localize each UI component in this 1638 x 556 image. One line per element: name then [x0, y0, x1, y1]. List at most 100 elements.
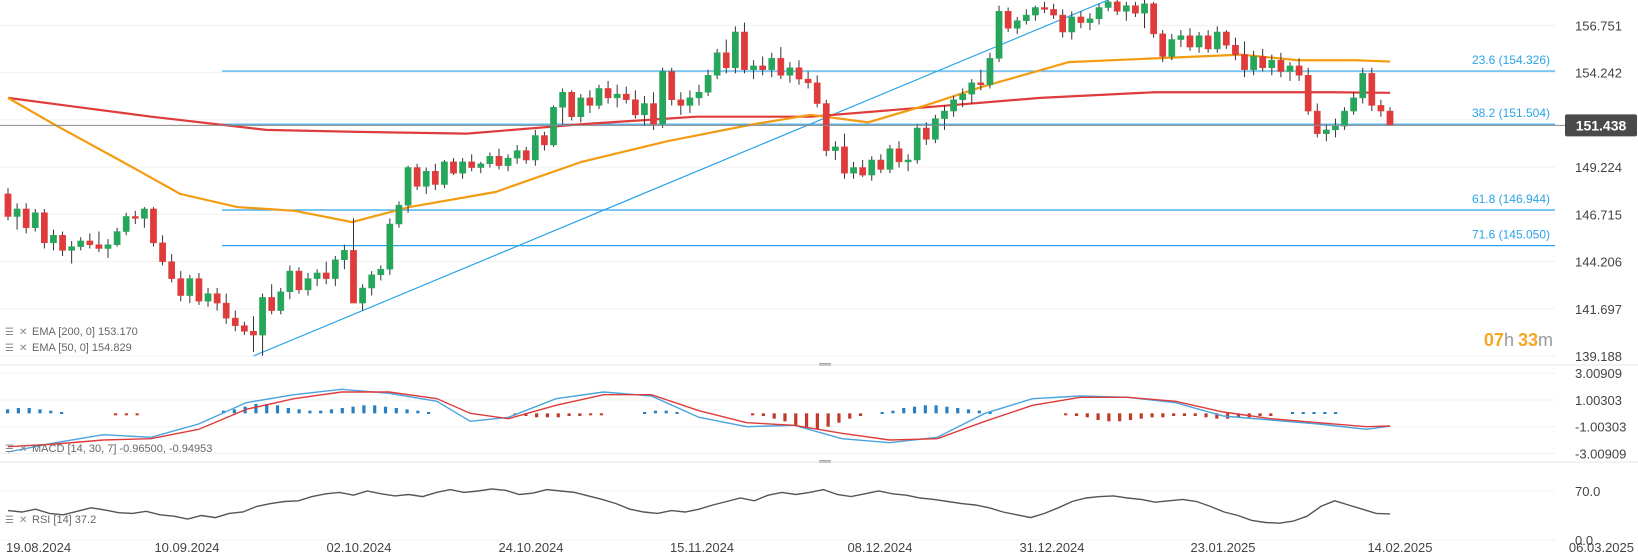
candle	[450, 158, 457, 176]
y-tick-label: 146.715	[1575, 207, 1622, 222]
macd-panel[interactable]: 3.00909 1.00303 -1.00303 -3.00909 ☰ ✕ MACD …	[0, 366, 1626, 461]
macd-histogram-bar	[16, 408, 20, 414]
legend-rsi[interactable]: ☰ ✕ RSI [14] 37.2	[5, 514, 96, 526]
candle	[1113, 0, 1121, 16]
macd-histogram-bar	[772, 413, 776, 419]
candle	[877, 154, 885, 174]
candle	[1050, 3, 1057, 19]
candle	[1386, 107, 1394, 126]
candle	[768, 52, 776, 78]
candle	[286, 265, 294, 300]
macd-histogram-bar	[988, 412, 992, 414]
macd-line	[7, 388, 1391, 453]
candle	[1159, 30, 1167, 63]
macd-histogram-bar	[535, 413, 539, 418]
candle	[86, 233, 94, 249]
candle	[459, 158, 466, 179]
macd-histogram-bar	[1215, 413, 1219, 419]
macd-histogram-bar	[664, 410, 668, 414]
candle	[168, 254, 176, 283]
menu-icon[interactable]: ☰	[5, 327, 14, 338]
macd-histogram-bar	[135, 413, 139, 416]
candle	[1241, 41, 1248, 78]
candle	[277, 288, 285, 315]
legend-macd[interactable]: ☰ ✕ MACD [14, 30, 7] -0.96500, -0.94953	[5, 443, 212, 455]
candle	[386, 218, 394, 275]
candle	[104, 239, 112, 258]
candle	[1277, 52, 1285, 78]
candle	[368, 271, 376, 296]
candle	[650, 92, 657, 130]
candle	[1232, 37, 1239, 61]
candle	[1177, 30, 1185, 48]
legend-rsi-label: RSI [14] 37.2	[32, 514, 96, 526]
rsi-panel[interactable]: 70.0 0.0 ☰ ✕ RSI [14] 37.2	[0, 484, 1600, 548]
close-icon[interactable]: ✕	[19, 343, 27, 354]
fib-level-label: 61.8 (146.944)	[1472, 192, 1550, 206]
legend-ema50[interactable]: ☰ ✕ EMA [50, 0] 154.829	[5, 342, 132, 354]
menu-icon[interactable]: ☰	[5, 515, 14, 526]
macd-histogram-bar	[124, 413, 128, 416]
candle	[22, 203, 30, 234]
price-axis[interactable]: 156.751154.242151.733149.224146.715144.2…	[1575, 18, 1622, 364]
candle	[1341, 107, 1348, 130]
candle	[359, 284, 366, 311]
close-icon[interactable]: ✕	[19, 515, 27, 526]
macd-histogram-bar	[858, 413, 863, 416]
candle	[577, 94, 585, 123]
fibonacci-levels: 23.6 (154.326) 38.2 (151.504) 61.8 (146.94…	[222, 53, 1555, 247]
y-tick-label: 154.242	[1575, 66, 1622, 81]
candle	[1259, 48, 1267, 72]
candle	[195, 272, 203, 305]
close-icon[interactable]: ✕	[19, 327, 27, 338]
candle	[1268, 54, 1276, 76]
candle	[186, 274, 194, 304]
candle	[1286, 62, 1294, 81]
candle	[1013, 16, 1021, 34]
menu-icon[interactable]: ☰	[5, 444, 14, 455]
price-panel[interactable]: 23.6 (154.326) 38.2 (151.504) 61.8 (146.94…	[0, 0, 1637, 364]
candle	[250, 316, 257, 353]
candle	[422, 167, 430, 194]
macd-tick-label: 1.00303	[1575, 393, 1622, 408]
candle	[922, 122, 930, 145]
candle	[632, 90, 639, 119]
macd-histogram-bar	[524, 413, 528, 416]
macd-histogram-bar	[1096, 413, 1100, 420]
macd-histogram-bar	[923, 405, 927, 414]
macd-histogram-bar	[1290, 412, 1295, 414]
macd-histogram-bar	[1064, 413, 1068, 416]
macd-histogram-bar	[643, 412, 647, 414]
close-icon[interactable]: ✕	[19, 444, 27, 455]
macd-histogram-bar	[265, 404, 269, 414]
candle	[113, 227, 121, 247]
candle	[468, 154, 476, 172]
candle	[141, 207, 148, 228]
candle	[313, 269, 321, 287]
candle	[31, 208, 39, 232]
candle	[832, 141, 839, 161]
macd-histogram-bar	[6, 409, 10, 414]
macd-histogram-bar	[1301, 412, 1305, 414]
macd-histogram-bar	[783, 413, 787, 422]
candle	[159, 235, 166, 266]
candle	[895, 141, 903, 168]
macd-histogram-bar	[837, 413, 841, 423]
macd-tick-label: 3.00909	[1575, 366, 1622, 381]
candle	[941, 105, 948, 130]
candle	[1359, 67, 1367, 104]
macd-histogram-bar	[761, 413, 765, 416]
macd-histogram-bar	[599, 413, 604, 416]
trendline[interactable]	[253, 0, 1109, 357]
candle	[1104, 0, 1112, 12]
macd-histogram-bar	[362, 405, 366, 414]
macd-histogram	[6, 404, 1338, 430]
candle	[4, 188, 12, 221]
candle	[531, 129, 539, 166]
candle	[1077, 11, 1085, 29]
legend-ema200[interactable]: ☰ ✕ EMA [200, 0] 153.170	[5, 326, 138, 338]
menu-icon[interactable]: ☰	[5, 343, 14, 354]
candle	[441, 160, 448, 189]
candle	[377, 265, 385, 281]
time-axis[interactable]: 19.08.2024 10.09.2024 02.10.2024 24.10.2024…	[6, 540, 1634, 555]
